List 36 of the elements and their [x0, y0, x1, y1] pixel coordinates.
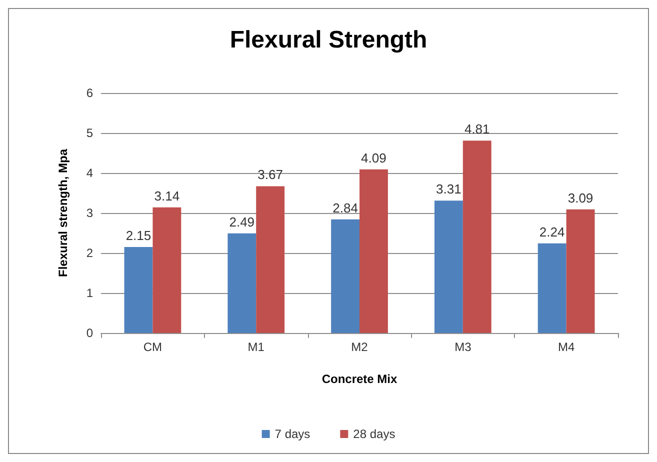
bar	[360, 169, 388, 333]
bar	[538, 243, 566, 333]
y-tick-label: 3	[86, 206, 94, 220]
legend-label: 7 days	[274, 427, 310, 441]
x-tick-label: M4	[558, 340, 575, 354]
y-tick-label: 5	[86, 126, 94, 140]
data-label: 4.81	[464, 122, 490, 137]
data-label: 3.31	[436, 182, 462, 197]
x-axis-title: Concrete Mix	[322, 372, 398, 386]
x-tick-label: CM	[143, 340, 162, 354]
y-tick-label: 1	[86, 286, 94, 300]
bar	[462, 140, 492, 333]
data-label: 3.14	[154, 188, 180, 204]
bar	[124, 247, 153, 333]
y-tick-label: 4	[86, 166, 94, 180]
x-tick-label: M1	[248, 340, 265, 354]
data-label: 2.15	[126, 228, 152, 243]
data-label: 4.09	[361, 150, 386, 166]
x-tick-label: M3	[454, 340, 472, 354]
bar	[256, 186, 285, 333]
data-label: 2.24	[539, 224, 565, 240]
legend-label: 28 days	[353, 427, 396, 441]
y-tick-label: 0	[86, 326, 94, 340]
x-tick-label: M2	[351, 340, 368, 354]
chart-title: Flexural Strength	[230, 26, 428, 54]
y-tick-label: 2	[86, 246, 94, 260]
bar	[152, 207, 182, 333]
bar	[434, 200, 463, 333]
bar	[331, 219, 360, 333]
data-label: 2.49	[229, 214, 255, 230]
y-tick-label: 6	[86, 86, 94, 100]
bar	[228, 233, 256, 333]
bar	[566, 209, 595, 333]
data-label: 2.84	[332, 200, 358, 216]
data-label: 3.09	[568, 190, 594, 206]
y-axis-title: Flexural strength, Mpa	[56, 148, 70, 278]
